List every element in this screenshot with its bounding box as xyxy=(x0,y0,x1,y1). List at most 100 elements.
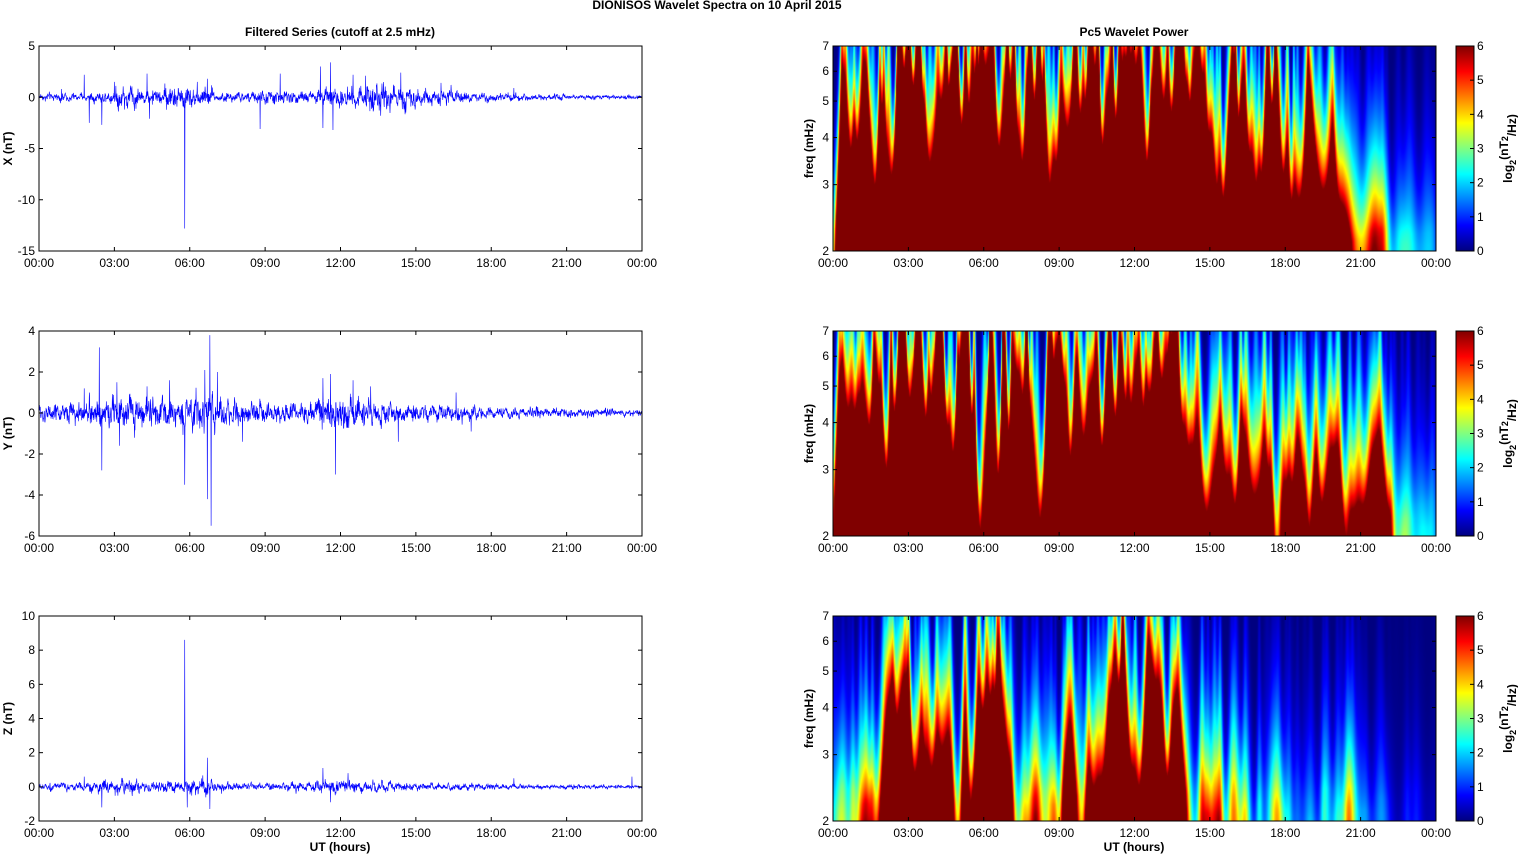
wavelet-z-colorbar-tick-label: 4 xyxy=(1477,677,1484,691)
wavelet-z-xtick-label: 09:00 xyxy=(1044,826,1074,840)
wavelet-z-colorbar-tick-label: 5 xyxy=(1477,643,1484,657)
wavelet-x-heatmap xyxy=(833,46,1436,251)
wavelet-x-colorbar-tick-label: 5 xyxy=(1477,73,1484,87)
wavelet-x-ytick-label: 5 xyxy=(822,94,829,108)
wavelet-y-colorbar-label-part: /Hz) xyxy=(1505,399,1518,421)
wavelet-x-ytick-label: 3 xyxy=(822,178,829,192)
wavelet-y-ytick-label: 4 xyxy=(822,416,829,430)
wavelet-x-ytick-label: 2 xyxy=(822,244,829,258)
wavelet-z-xtick-label: 00:00 xyxy=(1421,826,1451,840)
wavelet-x-colorbar-tick-label: 4 xyxy=(1477,107,1484,121)
panel-z-xtick-label: 06:00 xyxy=(175,826,205,840)
wavelet-z-colorbar-label-part: (nT xyxy=(1497,711,1511,730)
wavelet-y-colorbar-tick-label: 1 xyxy=(1477,495,1484,509)
panel-y-xtick-label: 09:00 xyxy=(250,541,280,555)
right-x-axis-label: UT (hours) xyxy=(1104,840,1165,854)
panel-z-plot-area xyxy=(39,616,642,821)
panel-x-trace xyxy=(38,62,643,229)
wavelet-z-colorbar-label-part: log xyxy=(1501,735,1515,753)
wavelet-x-xtick-label: 12:00 xyxy=(1119,256,1149,270)
wavelet-y-xtick-label: 00:00 xyxy=(818,541,848,555)
wavelet-x-xtick-label: 03:00 xyxy=(893,256,923,270)
wavelet-x-xtick-label: 00:00 xyxy=(1421,256,1451,270)
panel-x-xtick-label: 09:00 xyxy=(250,256,280,270)
panel-x-ylabel: X (nT) xyxy=(1,132,15,166)
panel-y-xtick-label: 15:00 xyxy=(401,541,431,555)
panel-x-xtick-label: 00:00 xyxy=(627,256,657,270)
wavelet-y-ytick-label: 5 xyxy=(822,379,829,393)
panel-z-ylabel: Z (nT) xyxy=(1,702,15,735)
wavelet-y-ytick-label: 7 xyxy=(822,324,829,338)
wavelet-z-colorbar-label-part: /Hz) xyxy=(1505,684,1518,706)
wavelet-z-ylabel: freq (mHz) xyxy=(802,689,816,748)
wavelet-z-colorbar-tick-label: 2 xyxy=(1477,746,1484,760)
panel-y-ytick-label: 0 xyxy=(28,406,35,420)
panel-y-ylabel: Y (nT) xyxy=(1,417,15,451)
wavelet-y-colorbar-tick-label: 3 xyxy=(1477,427,1484,441)
wavelet-z-colorbar-label: log2(nT2/Hz) xyxy=(1497,684,1518,753)
wavelet-z-xtick-label: 00:00 xyxy=(818,826,848,840)
wavelet-y-colorbar-label: log2(nT2/Hz) xyxy=(1497,399,1518,468)
panel-z-xtick-label: 09:00 xyxy=(250,826,280,840)
figure-suptitle: DIONISOS Wavelet Spectra on 10 April 201… xyxy=(592,0,842,12)
wavelet-y-xtick-label: 12:00 xyxy=(1119,541,1149,555)
panel-x-xtick-label: 18:00 xyxy=(476,256,506,270)
wavelet-x-ytick-label: 7 xyxy=(822,39,829,53)
panel-z-trace xyxy=(38,639,643,810)
panel-y-xtick-label: 06:00 xyxy=(175,541,205,555)
wavelet-z-xtick-label: 21:00 xyxy=(1346,826,1376,840)
wavelet-x-colorbar-label-part: log xyxy=(1501,165,1515,183)
panel-z-xtick-label: 18:00 xyxy=(476,826,506,840)
panel-y-ytick-label: 2 xyxy=(28,365,35,379)
panel-z-xtick-label: 21:00 xyxy=(552,826,582,840)
wavelet-y-xtick-label: 18:00 xyxy=(1270,541,1300,555)
wavelet-z-colorbar-tick-label: 1 xyxy=(1477,780,1484,794)
panel-z-xtick-label: 15:00 xyxy=(401,826,431,840)
panel-z-ytick-label: 2 xyxy=(28,746,35,760)
wavelet-z-ytick-label: 3 xyxy=(822,748,829,762)
panel-y-ytick-label: -4 xyxy=(24,488,35,502)
wavelet-z-xtick-label: 06:00 xyxy=(969,826,999,840)
wavelet-x-colorbar-tick-label: 3 xyxy=(1477,142,1484,156)
panel-y-xtick-label: 18:00 xyxy=(476,541,506,555)
wavelet-z-xtick-label: 12:00 xyxy=(1119,826,1149,840)
panel-x-xtick-label: 03:00 xyxy=(99,256,129,270)
panel-x-xtick-label: 00:00 xyxy=(24,256,54,270)
wavelet-y-ytick-label: 3 xyxy=(822,463,829,477)
panel-y-xtick-label: 00:00 xyxy=(627,541,657,555)
wavelet-x-xtick-label: 09:00 xyxy=(1044,256,1074,270)
panel-y-trace xyxy=(38,335,643,526)
wavelet-x-colorbar-tick-label: 6 xyxy=(1477,39,1484,53)
wavelet-y-ytick-label: 6 xyxy=(822,349,829,363)
panel-z-ytick-label: 0 xyxy=(28,780,35,794)
panel-x-ytick-label: -15 xyxy=(18,244,36,258)
panel-z-xtick-label: 03:00 xyxy=(99,826,129,840)
wavelet-y-colorbar-label-part: (nT xyxy=(1497,426,1511,445)
wavelet-y-colorbar-tick-label: 6 xyxy=(1477,324,1484,338)
wavelet-x-colorbar-label: log2(nT2/Hz) xyxy=(1497,114,1518,183)
wavelet-x-xtick-label: 06:00 xyxy=(969,256,999,270)
wavelet-x-xtick-label: 15:00 xyxy=(1195,256,1225,270)
left-x-axis-label: UT (hours) xyxy=(310,840,371,854)
wavelet-y-xtick-label: 03:00 xyxy=(893,541,923,555)
panel-x-ytick-label: -5 xyxy=(24,142,35,156)
panel-z-ytick-label: 8 xyxy=(28,643,35,657)
panel-x-plot-area xyxy=(39,46,642,251)
panel-y-ytick-label: -6 xyxy=(24,529,35,543)
panel-y-ytick-label: 4 xyxy=(28,324,35,338)
wavelet-z-colorbar-tick-label: 3 xyxy=(1477,712,1484,726)
panel-x-ytick-label: -10 xyxy=(18,193,36,207)
wavelet-y-colorbar-tick-label: 2 xyxy=(1477,461,1484,475)
panel-x-xtick-label: 21:00 xyxy=(552,256,582,270)
wavelet-z-xtick-label: 15:00 xyxy=(1195,826,1225,840)
wavelet-y-xtick-label: 06:00 xyxy=(969,541,999,555)
wavelet-z-xtick-label: 18:00 xyxy=(1270,826,1300,840)
wavelet-z-colorbar-label-part: 2 xyxy=(1500,706,1510,711)
wavelet-z-ytick-label: 4 xyxy=(822,701,829,715)
wavelet-y-xtick-label: 21:00 xyxy=(1346,541,1376,555)
wavelet-y-xtick-label: 15:00 xyxy=(1195,541,1225,555)
wavelet-x-colorbar-tick-label: 0 xyxy=(1477,244,1484,258)
wavelet-x-xtick-label: 21:00 xyxy=(1346,256,1376,270)
wavelet-z-ytick-label: 2 xyxy=(822,814,829,828)
